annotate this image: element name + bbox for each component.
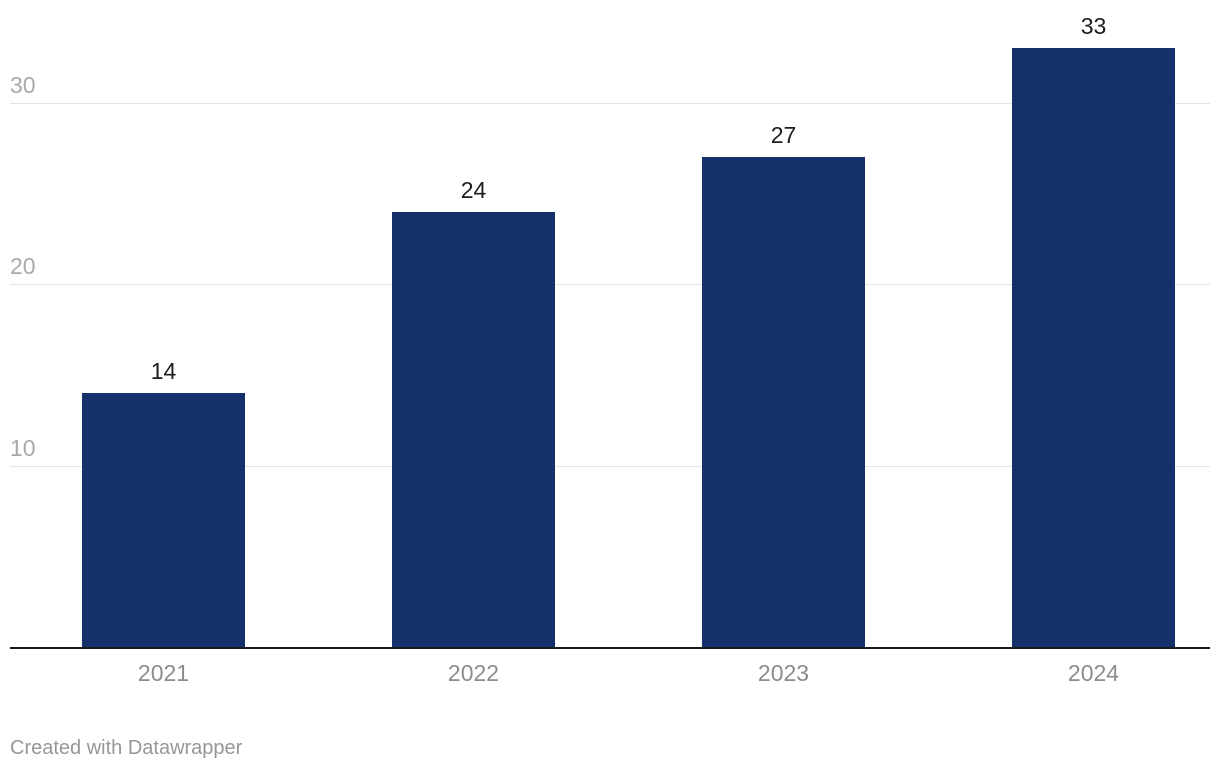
y-tick-label: 30 bbox=[10, 71, 36, 98]
bar[interactable] bbox=[1012, 48, 1175, 648]
gridline bbox=[10, 102, 1210, 104]
y-tick-label: 20 bbox=[10, 253, 36, 280]
x-axis-label: 2021 bbox=[137, 660, 190, 686]
gridline bbox=[10, 466, 1210, 468]
bar-value-label: 33 bbox=[1080, 13, 1107, 40]
y-tick-label: 10 bbox=[10, 435, 36, 462]
x-axis-line bbox=[10, 647, 1210, 649]
bar[interactable] bbox=[392, 211, 555, 648]
x-axis-label: 2023 bbox=[757, 660, 810, 686]
gridline bbox=[10, 284, 1210, 286]
x-axis-label: 2024 bbox=[1067, 660, 1120, 686]
bar[interactable] bbox=[702, 157, 865, 648]
datawrapper-credit[interactable]: Created with Datawrapper bbox=[10, 737, 243, 759]
bar-value-label: 27 bbox=[770, 122, 797, 149]
bar-value-label: 24 bbox=[460, 176, 487, 203]
bar-value-label: 14 bbox=[150, 358, 177, 385]
bar[interactable] bbox=[82, 393, 245, 648]
x-axis-label: 2022 bbox=[447, 660, 500, 686]
